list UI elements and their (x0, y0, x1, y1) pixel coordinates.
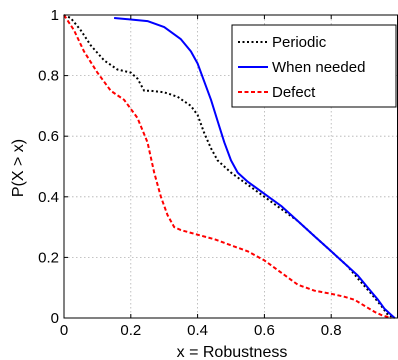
axis-ticks: 0 0.2 0.4 0.6 0.8 0 0.2 0.4 0.6 0.8 1 (38, 7, 341, 339)
x-tick-label: 0.6 (254, 322, 275, 339)
x-tick-label: 0 (60, 322, 68, 339)
x-tick-label: 0.4 (187, 322, 208, 339)
x-axis-label: x = Robustness (177, 344, 288, 360)
y-tick-label: 0.6 (38, 128, 59, 145)
series-lines (63, 14, 396, 319)
y-tick-label: 0.4 (38, 189, 59, 206)
y-tick-label: 1 (51, 7, 59, 24)
x-tick-label: 0.8 (321, 322, 342, 339)
y-tick-label: 0.8 (38, 68, 59, 85)
grid (64, 15, 398, 318)
series-line-when-needed (114, 17, 396, 319)
y-tick-label: 0 (51, 310, 59, 327)
y-axis-label: P(X > x) (10, 139, 27, 197)
y-tick-label: 0.2 (38, 249, 59, 266)
legend-box (231, 24, 397, 108)
legend-label: Periodic (272, 34, 327, 51)
x-tick-label: 0.2 (120, 322, 141, 339)
series-line-defect (63, 14, 392, 319)
series-line-periodic (63, 14, 396, 319)
legend-label: Defect (272, 84, 316, 101)
legend-label: When needed (272, 59, 365, 76)
legend: Periodic When needed Defect (231, 24, 397, 108)
